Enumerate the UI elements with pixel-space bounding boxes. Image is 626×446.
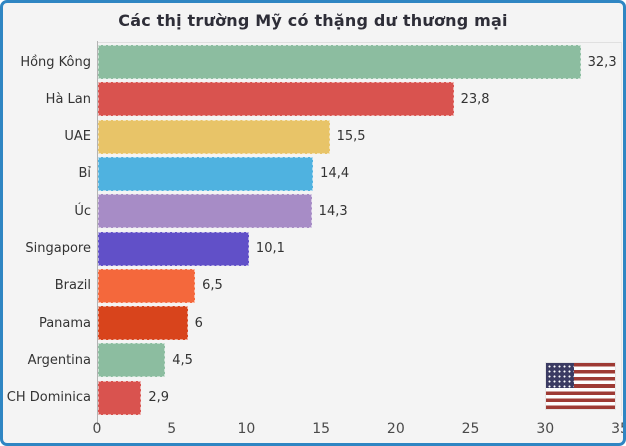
bar-row: Panama 6 — [3, 306, 623, 341]
value-label: 6,5 — [202, 278, 223, 294]
value-label: 10,1 — [255, 241, 285, 256]
us-flag-canton — [546, 363, 574, 388]
category-label: Panama — [38, 315, 91, 331]
category-label: Bỉ — [78, 166, 91, 182]
bar — [98, 343, 166, 378]
bar-row: Úc 14,3 — [3, 194, 623, 229]
bar-row: UAE 15,5 — [3, 119, 623, 154]
x-tick-label: 5 — [167, 421, 177, 437]
x-tick-label: 35 — [611, 421, 623, 437]
bar-row: Bỉ 14,4 — [3, 156, 623, 191]
bar — [98, 268, 196, 303]
plot-area — [97, 42, 622, 416]
category-label: CH Dominica — [6, 390, 91, 406]
category-label: Hà Lan — [45, 91, 91, 107]
bar-row: Hồng Kông 32,3 — [3, 45, 623, 79]
x-tick-label: 0 — [92, 421, 102, 437]
bar — [98, 231, 249, 266]
value-label: 2,9 — [148, 390, 170, 406]
bar-row: Argentina 4,5 — [3, 343, 623, 378]
y-axis-line — [97, 41, 98, 425]
x-tick-label: 20 — [386, 421, 405, 437]
bar-row: CH Dominica 2,9 — [3, 380, 623, 415]
category-label: Brazil — [54, 278, 91, 294]
bar — [98, 45, 581, 79]
bar-row: Brazil 6,5 — [3, 268, 623, 303]
bar — [98, 194, 312, 229]
category-label: Argentina — [27, 352, 91, 368]
category-label: Singapore — [25, 241, 91, 256]
x-tick-label: 30 — [536, 421, 555, 437]
bar — [98, 306, 188, 341]
value-label: 6 — [194, 315, 203, 331]
value-label: 14,3 — [318, 203, 348, 219]
x-tick-label: 15 — [312, 421, 331, 437]
x-axis-ticks: 0 5 10 15 20 25 30 35 — [3, 421, 623, 441]
bar — [98, 82, 454, 117]
value-label: 14,4 — [320, 166, 350, 182]
category-label: Hồng Kông — [20, 54, 91, 70]
x-tick-label: 25 — [461, 421, 480, 437]
value-label: 4,5 — [172, 352, 193, 368]
bar-row: Singapore 10,1 — [3, 231, 623, 266]
us-flag-icon — [546, 363, 615, 409]
bar — [98, 156, 314, 191]
chart-title: Các thị trường Mỹ có thặng dư thương mại — [118, 11, 508, 30]
bar — [98, 119, 330, 154]
category-label: UAE — [64, 129, 91, 145]
value-label: 15,5 — [336, 129, 366, 145]
value-label: 32,3 — [587, 54, 617, 70]
bar — [98, 380, 142, 415]
bar-row: Hà Lan 23,8 — [3, 82, 623, 117]
x-tick-label: 10 — [237, 421, 256, 437]
category-label: Úc — [74, 203, 91, 219]
value-label: 23,8 — [460, 91, 490, 107]
